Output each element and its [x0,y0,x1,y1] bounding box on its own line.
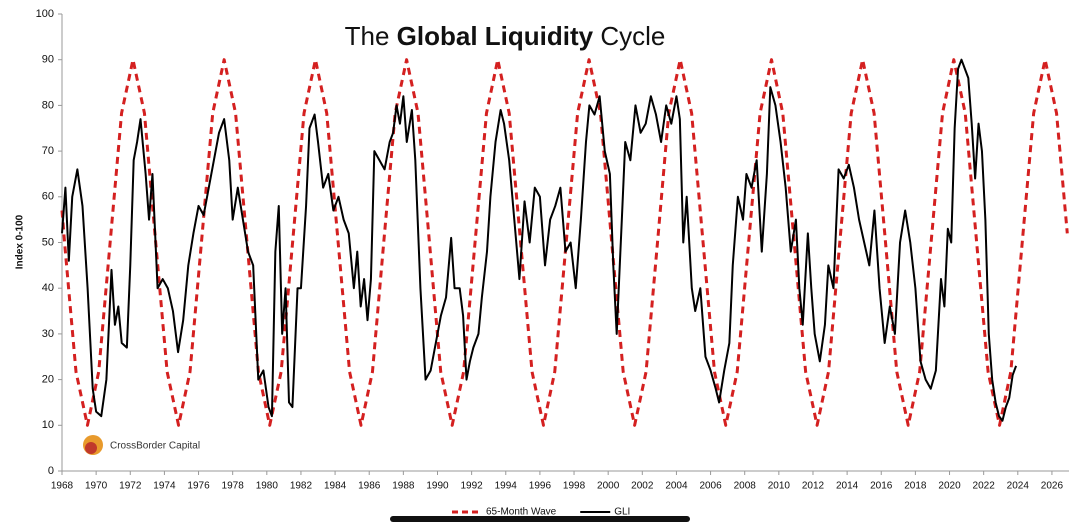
x-tick-label: 2010 [768,481,791,492]
y-tick-label: 90 [42,54,54,66]
title-part: Cycle [600,21,665,51]
x-tick-label: 1982 [290,481,313,492]
x-tick-label: 1990 [426,481,449,492]
x-tick-label: 2002 [631,481,654,492]
y-tick-label: 20 [42,374,54,386]
x-tick-label: 1992 [461,481,484,492]
x-tick-label: 2016 [870,481,893,492]
x-tick-label: 2026 [1041,481,1064,492]
x-tick-label: 1996 [529,481,552,492]
y-tick-label: 30 [42,328,54,340]
x-tick-label: 1988 [392,481,415,492]
y-tick-label: 10 [42,419,54,431]
x-tick-label: 2018 [904,481,927,492]
logo-text: CrossBorder Capital [110,441,200,452]
x-tick-label: 2008 [734,481,757,492]
x-tick-label: 2006 [699,481,722,492]
x-tick-label: 1972 [119,481,142,492]
x-tick-label: 2020 [938,481,961,492]
y-axis-label: Index 0-100 [15,214,26,269]
y-tick-label: 100 [36,8,54,20]
y-tick-label: 40 [42,282,54,294]
logo-mark [85,442,97,454]
y-tick-label: 80 [42,99,54,111]
x-tick-label: 1984 [324,481,347,492]
x-tick-label: 1974 [153,481,176,492]
x-tick-label: 2024 [1007,481,1030,492]
x-tick-label: 1980 [256,481,279,492]
title-part: Global Liquidity [397,21,594,51]
y-tick-label: 70 [42,145,54,157]
x-tick-label: 2004 [665,481,688,492]
title-part: The [345,21,390,51]
x-tick-label: 1976 [187,481,210,492]
series-line [60,58,1069,427]
y-tick-label: 0 [48,465,54,477]
x-tick-label: 1998 [563,481,586,492]
home-indicator [390,516,690,522]
x-tick-label: 2022 [973,481,996,492]
y-tick-label: 50 [42,236,54,248]
series-line [61,58,1018,422]
x-tick-label: 1978 [222,481,245,492]
x-tick-label: 1986 [358,481,381,492]
x-tick-label: 1970 [85,481,108,492]
x-tick-label: 1994 [495,481,518,492]
legend-label: GLI [614,507,630,518]
chart-title: The Global Liquidity Cycle [345,21,666,51]
y-tick-label: 60 [42,191,54,203]
logo: CrossBorder Capital [83,435,200,455]
x-tick-label: 2000 [597,481,620,492]
x-tick-label: 1968 [51,481,74,492]
x-tick-label: 2012 [802,481,825,492]
legend-label: 65-Month Wave [486,507,557,518]
x-tick-label: 2014 [836,481,859,492]
